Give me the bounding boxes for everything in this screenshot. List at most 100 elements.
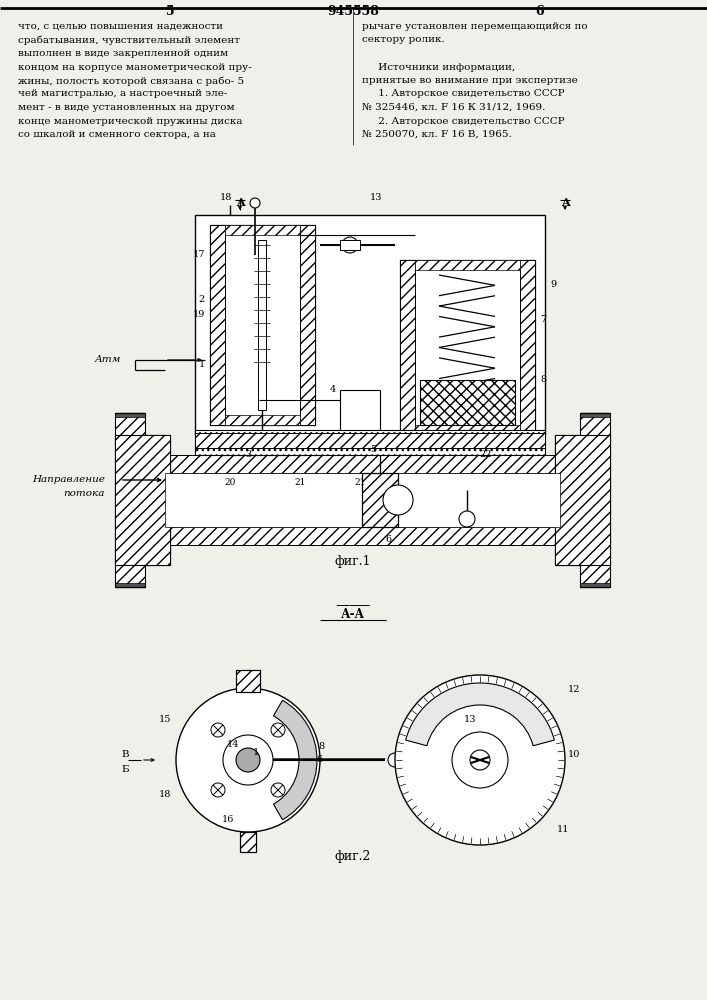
Text: A: A (561, 197, 569, 208)
Text: фиг.2: фиг.2 (335, 850, 371, 863)
Bar (115, 413, 145, 417)
Circle shape (236, 748, 260, 772)
Text: ─────: ───── (336, 600, 370, 610)
Circle shape (250, 198, 260, 208)
Text: 13: 13 (370, 193, 382, 202)
Bar (580, 583, 610, 587)
Bar (300, 225, 315, 425)
Bar (420, 380, 515, 425)
Text: 1: 1 (199, 360, 205, 369)
Text: рычаге установлен перемещающийся по: рычаге установлен перемещающийся по (362, 22, 588, 31)
Bar (236, 670, 260, 692)
Text: 21: 21 (354, 478, 366, 487)
Bar (115, 435, 170, 565)
Bar (115, 565, 145, 587)
Text: 14: 14 (227, 740, 239, 749)
Text: срабатывания, чувствительный элемент: срабатывания, чувствительный элемент (18, 35, 240, 45)
Text: 15: 15 (158, 715, 171, 724)
Bar (362, 473, 398, 527)
Text: 5: 5 (165, 5, 175, 18)
Text: 2: 2 (199, 295, 205, 304)
Bar (460, 430, 474, 465)
Text: 5: 5 (370, 445, 376, 454)
Text: 1: 1 (253, 748, 259, 757)
Text: № 325446, кл. F 16 К 31/12, 1969.: № 325446, кл. F 16 К 31/12, 1969. (362, 103, 545, 112)
Bar (210, 225, 315, 425)
Bar (210, 225, 225, 425)
Circle shape (176, 688, 320, 832)
Circle shape (388, 753, 402, 767)
Bar (115, 413, 145, 435)
Text: 20: 20 (224, 478, 235, 487)
Circle shape (395, 675, 565, 845)
Text: 6: 6 (385, 535, 391, 544)
Wedge shape (274, 700, 317, 820)
Circle shape (211, 723, 225, 737)
Wedge shape (406, 683, 554, 746)
Text: 19: 19 (192, 310, 205, 319)
Bar (400, 260, 535, 435)
Text: концом на корпусе манометрической пру-: концом на корпусе манометрической пру- (18, 62, 252, 72)
Text: 6: 6 (536, 5, 544, 18)
Text: А-А: А-А (341, 608, 365, 621)
Circle shape (470, 750, 490, 770)
Text: Атм: Атм (95, 355, 122, 364)
Circle shape (459, 511, 475, 527)
Text: со шкалой и сменного сектора, а на: со шкалой и сменного сектора, а на (18, 130, 216, 139)
Text: Направление: Направление (32, 475, 105, 484)
Text: 18: 18 (220, 193, 233, 202)
Text: 11: 11 (557, 825, 570, 834)
Bar (362, 473, 398, 527)
Bar (236, 670, 260, 692)
Circle shape (383, 485, 413, 515)
Text: жины, полость которой связана с рабо- 5: жины, полость которой связана с рабо- 5 (18, 76, 244, 86)
Text: 7: 7 (540, 315, 547, 324)
Bar (165, 527, 560, 545)
Circle shape (271, 723, 285, 737)
Text: 4: 4 (330, 385, 337, 394)
Bar (220, 435, 325, 455)
Text: 13: 13 (464, 715, 477, 724)
Text: мент - в виде установленных на другом: мент - в виде установленных на другом (18, 103, 235, 112)
Text: A: A (235, 197, 245, 208)
Text: № 250070, кл. F 16 В, 1965.: № 250070, кл. F 16 В, 1965. (362, 130, 512, 139)
Text: сектору ролик.: сектору ролик. (362, 35, 445, 44)
Bar (520, 260, 535, 435)
Bar (258, 240, 266, 410)
Bar (225, 225, 300, 235)
Text: 22: 22 (479, 450, 491, 459)
Circle shape (342, 237, 358, 253)
Bar (195, 215, 545, 435)
Text: потока: потока (64, 489, 105, 498)
Circle shape (223, 735, 273, 785)
Text: 945558: 945558 (327, 5, 379, 18)
Text: 1. Авторское свидетельство СССР: 1. Авторское свидетельство СССР (362, 90, 565, 99)
Bar (420, 380, 515, 425)
Circle shape (211, 783, 225, 797)
Bar (580, 413, 610, 435)
Text: 9: 9 (550, 280, 556, 289)
Text: фиг.1: фиг.1 (334, 555, 371, 568)
Text: 2. Авторское свидетельство СССР: 2. Авторское свидетельство СССР (362, 116, 565, 125)
Bar (115, 435, 170, 565)
Circle shape (452, 732, 508, 788)
Bar (165, 455, 560, 473)
Bar (580, 413, 610, 417)
Text: что, с целью повышения надежности: что, с целью повышения надежности (18, 22, 223, 31)
Bar (555, 435, 610, 565)
Bar (195, 430, 545, 455)
Bar (415, 425, 520, 435)
Bar (240, 832, 256, 852)
Circle shape (271, 783, 285, 797)
Text: принятые во внимание при экспертизе: принятые во внимание при экспертизе (362, 76, 578, 85)
Bar (580, 565, 610, 587)
Text: конце манометрической пружины диска: конце манометрической пружины диска (18, 116, 243, 125)
Bar (195, 433, 545, 448)
Bar (115, 583, 145, 587)
Bar (340, 240, 360, 250)
Bar (415, 260, 520, 270)
Bar (165, 473, 560, 527)
Text: B: B (121, 750, 129, 759)
Text: 21: 21 (294, 478, 305, 487)
Bar (240, 832, 256, 852)
